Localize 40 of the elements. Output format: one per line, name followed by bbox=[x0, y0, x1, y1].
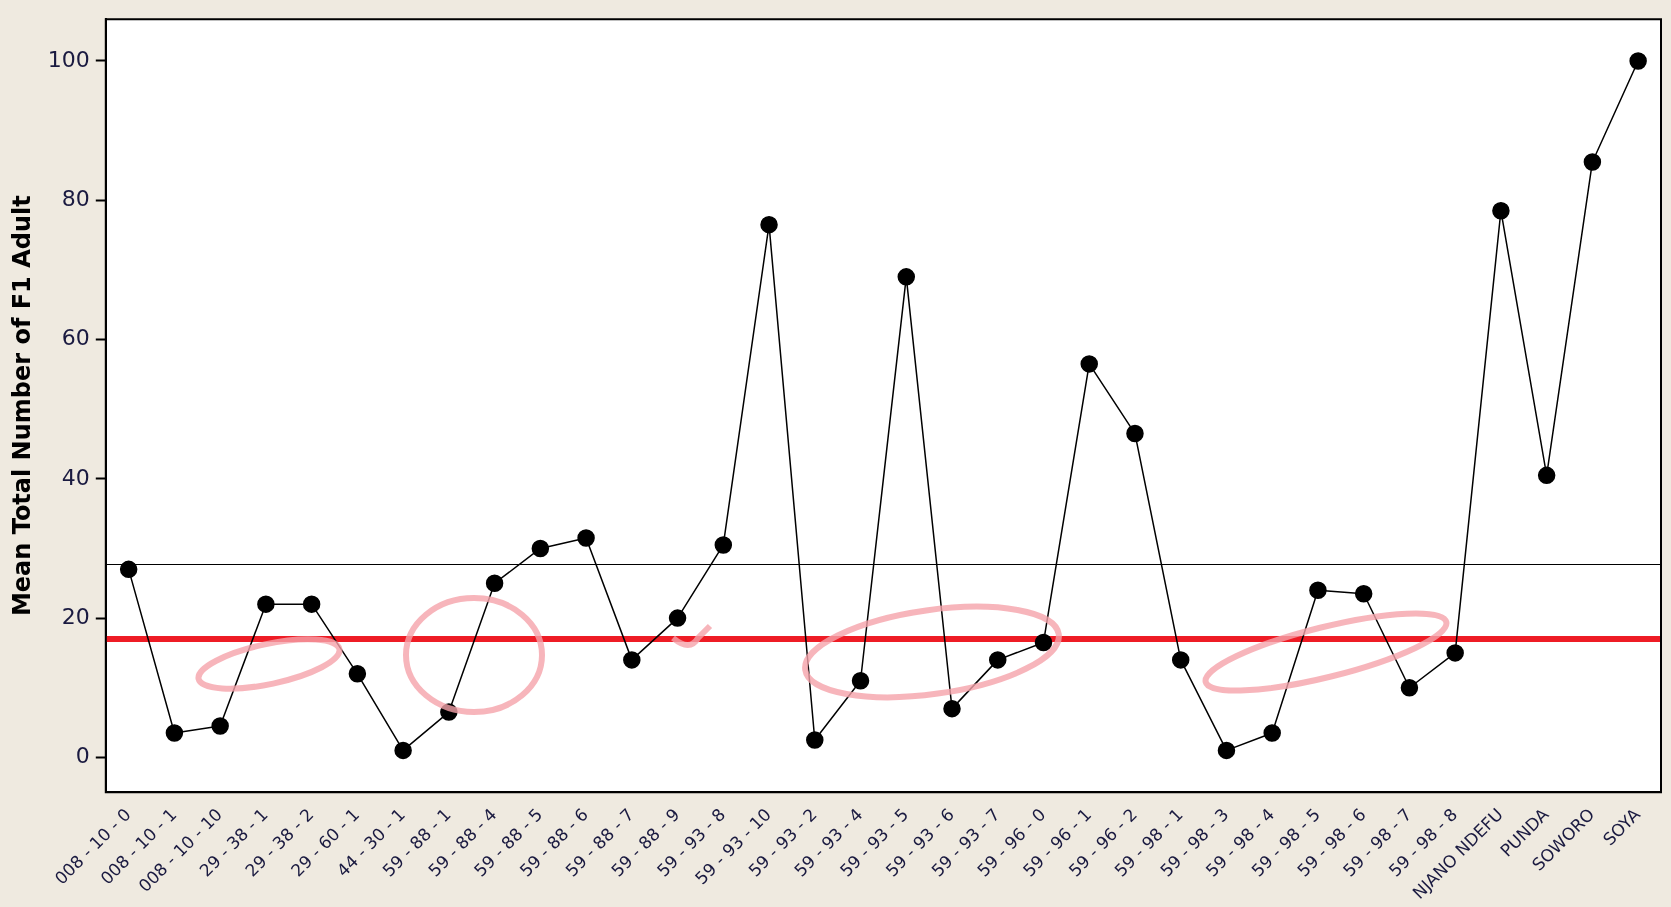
point bbox=[943, 699, 961, 718]
point bbox=[1034, 633, 1053, 652]
point bbox=[1629, 52, 1647, 70]
point bbox=[897, 268, 916, 286]
point bbox=[348, 665, 367, 683]
point bbox=[531, 539, 550, 558]
point bbox=[760, 215, 778, 234]
point bbox=[394, 741, 412, 760]
point bbox=[1171, 651, 1190, 669]
point bbox=[1263, 724, 1281, 742]
point bbox=[485, 574, 504, 593]
point bbox=[1126, 424, 1144, 443]
point bbox=[668, 609, 687, 627]
point bbox=[1354, 584, 1373, 603]
point bbox=[211, 717, 229, 735]
point bbox=[806, 731, 824, 749]
point bbox=[302, 595, 321, 613]
point bbox=[1492, 201, 1510, 220]
y-axis-title: Mean Total Number of F1 Adult bbox=[7, 195, 36, 617]
y-tick-label: 0 bbox=[75, 743, 90, 769]
y-tick-label: 40 bbox=[61, 464, 90, 490]
point bbox=[165, 724, 184, 742]
point bbox=[989, 651, 1007, 669]
y-tick-label: 20 bbox=[61, 603, 90, 629]
point bbox=[851, 672, 870, 690]
point bbox=[577, 529, 595, 547]
point bbox=[1537, 466, 1556, 485]
y-tick-label: 100 bbox=[47, 46, 90, 72]
y-tick-label: 80 bbox=[61, 185, 90, 211]
point bbox=[714, 536, 733, 554]
point bbox=[1583, 153, 1602, 171]
point bbox=[1217, 741, 1236, 760]
point bbox=[1400, 678, 1419, 697]
point bbox=[1080, 355, 1098, 373]
point bbox=[623, 651, 641, 669]
point bbox=[1446, 644, 1464, 662]
y-tick-label: 60 bbox=[61, 325, 90, 351]
point bbox=[257, 595, 275, 613]
point bbox=[119, 560, 138, 579]
point bbox=[1309, 581, 1327, 599]
